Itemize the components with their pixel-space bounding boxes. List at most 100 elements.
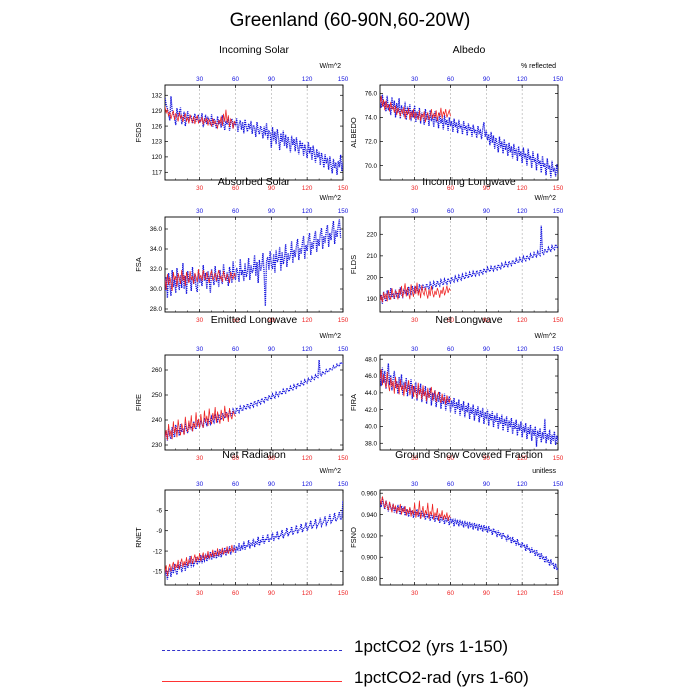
y-tick-label: 0.900 (361, 554, 377, 561)
y-tick-label: 40.0 (365, 424, 378, 431)
x-tick-label-top: 60 (447, 208, 455, 215)
y-tick-label: 36.0 (150, 226, 163, 233)
y-tick-label: 190 (366, 296, 377, 303)
units-label: W/m^2 (319, 333, 341, 340)
panel-title: Incoming Longwave (422, 176, 516, 188)
y-tick-label: 76.0 (365, 91, 378, 98)
plot-frame (379, 354, 559, 451)
x-tick-label-bottom: 30 (196, 317, 204, 324)
x-tick-label-top: 150 (553, 346, 564, 353)
x-tick-label-bottom: 60 (232, 455, 240, 462)
y-tick-label: 0.960 (361, 490, 377, 497)
x-tick-label-top: 150 (338, 76, 349, 83)
panel-title: Net Radiation (222, 449, 286, 461)
x-tick-label-bottom: 150 (553, 185, 564, 192)
x-tick-label-top: 60 (232, 481, 240, 488)
y-tick-label: 70.0 (365, 163, 378, 170)
y-axis-label: FLDS (349, 255, 358, 274)
x-tick-label-top: 30 (196, 208, 204, 215)
plot-frame (164, 489, 344, 586)
series-line-1pctco2 (165, 500, 343, 580)
x-tick-label-top: 120 (302, 346, 313, 353)
plot-frame (164, 84, 344, 181)
x-tick-label-bottom: 120 (302, 317, 313, 324)
y-axis-label: FSDS (134, 122, 143, 142)
x-tick-label-top: 90 (268, 208, 276, 215)
x-tick-label-top: 60 (447, 76, 455, 83)
y-tick-label: 0.940 (361, 512, 377, 519)
x-tick-label-bottom: 60 (232, 185, 240, 192)
x-tick-label-top: 150 (553, 481, 564, 488)
x-tick-label-bottom: 120 (302, 185, 313, 192)
x-tick-label-top: 150 (553, 208, 564, 215)
x-tick-label-bottom: 90 (268, 590, 276, 597)
x-tick-label-top: 60 (232, 76, 240, 83)
x-tick-label-bottom: 30 (411, 185, 419, 192)
panel-title: Ground Snow Covered Fraction (395, 449, 543, 461)
units-label: % reflected (521, 63, 556, 70)
y-tick-label: 240 (151, 417, 162, 424)
x-tick-label-bottom: 30 (411, 317, 419, 324)
y-tick-label: -6 (156, 508, 162, 515)
y-tick-label: 250 (151, 392, 162, 399)
y-tick-label: 48.0 (365, 356, 378, 363)
x-tick-label-bottom: 60 (232, 317, 240, 324)
y-tick-label: 32.0 (150, 266, 163, 273)
panel-7: Net Radiation W/m^2 RNET 30 30 60 60 90 90 120 120… (134, 449, 349, 597)
y-tick-label: 30.0 (150, 286, 163, 293)
x-tick-label-top: 60 (447, 481, 455, 488)
x-tick-label-top: 90 (483, 481, 491, 488)
x-tick-label-bottom: 90 (483, 455, 491, 462)
units-label: W/m^2 (319, 468, 341, 475)
series-line-1pctco2-rad (380, 282, 451, 303)
x-tick-label-top: 150 (338, 208, 349, 215)
y-axis-label: FIRA (349, 394, 358, 411)
x-tick-label-bottom: 90 (483, 590, 491, 597)
series-line-1pctco2 (165, 96, 343, 175)
x-tick-label-top: 30 (411, 208, 419, 215)
x-tick-label-bottom: 120 (517, 455, 528, 462)
series-line-1pctco2-rad (380, 496, 451, 522)
x-tick-label-top: 30 (196, 346, 204, 353)
x-tick-label-bottom: 120 (517, 590, 528, 597)
x-tick-label-top: 60 (232, 208, 240, 215)
x-tick-label-top: 30 (196, 481, 204, 488)
y-tick-label: 123 (151, 139, 162, 146)
y-tick-label: 230 (151, 442, 162, 449)
x-tick-label-bottom: 120 (517, 185, 528, 192)
plot-frame (379, 489, 559, 586)
x-tick-label-top: 150 (338, 346, 349, 353)
figure-title: Greenland (60-90N,60-20W) (229, 10, 471, 31)
x-tick-label-top: 30 (196, 76, 204, 83)
x-tick-label-bottom: 150 (553, 317, 564, 324)
panel-5: Emitted Longwave W/m^2 FIRE 30 30 60 60 90 90 120… (134, 314, 349, 462)
x-tick-label-top: 120 (517, 346, 528, 353)
series-line-1pctco2-rad (380, 369, 451, 405)
y-tick-label: 132 (151, 92, 162, 99)
x-tick-label-top: 60 (232, 346, 240, 353)
series-line-1pctco2-rad (165, 405, 236, 441)
x-tick-label-bottom: 90 (268, 455, 276, 462)
plot-frame (379, 84, 559, 181)
y-tick-label: 117 (152, 169, 163, 176)
series-line-1pctco2-rad (380, 95, 451, 123)
y-tick-label: 28.0 (150, 306, 163, 313)
x-tick-label-top: 90 (483, 208, 491, 215)
x-tick-label-bottom: 60 (447, 185, 455, 192)
x-tick-label-bottom: 90 (483, 317, 491, 324)
series-line-1pctco2 (380, 363, 558, 447)
x-tick-label-bottom: 60 (447, 317, 455, 324)
y-tick-label: 260 (151, 367, 162, 374)
y-axis-label: ALBEDO (349, 117, 358, 148)
x-tick-label-bottom: 30 (411, 455, 419, 462)
x-tick-label-top: 120 (302, 76, 313, 83)
x-tick-label-top: 150 (553, 76, 564, 83)
y-tick-label: 44.0 (365, 390, 378, 397)
x-tick-label-bottom: 150 (338, 185, 349, 192)
y-axis-label: FSA (134, 257, 143, 272)
y-tick-label: 120 (151, 154, 162, 161)
panel-title: Incoming Solar (219, 44, 290, 56)
series-line-1pctco2 (165, 359, 343, 441)
